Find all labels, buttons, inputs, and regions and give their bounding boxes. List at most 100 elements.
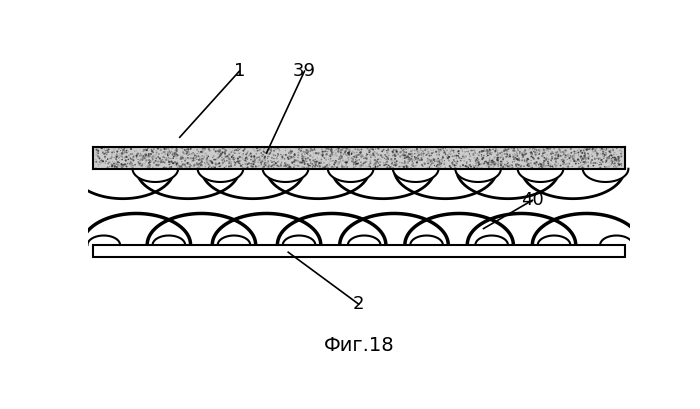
Point: [174, 164, 186, 170]
Point: [546, 163, 557, 170]
Point: [220, 153, 232, 160]
Point: [488, 159, 499, 165]
Point: [578, 162, 589, 168]
Point: [262, 151, 273, 157]
Point: [166, 159, 177, 165]
Point: [304, 153, 316, 159]
Point: [311, 159, 322, 165]
Point: [265, 157, 276, 164]
Point: [238, 152, 249, 159]
Point: [391, 158, 402, 164]
Point: [244, 151, 255, 157]
Point: [310, 162, 321, 168]
Point: [165, 155, 176, 162]
Point: [537, 151, 548, 158]
Point: [509, 145, 520, 152]
Point: [500, 151, 512, 157]
Point: [206, 160, 218, 166]
Point: [370, 146, 381, 152]
Point: [325, 153, 336, 160]
Point: [189, 161, 200, 167]
Point: [248, 161, 259, 167]
Point: [512, 156, 523, 162]
Point: [615, 157, 626, 164]
Point: [402, 144, 414, 151]
Point: [231, 158, 242, 165]
Point: [488, 161, 499, 167]
Point: [94, 159, 105, 165]
Point: [502, 153, 513, 159]
Point: [564, 154, 575, 161]
Point: [227, 148, 238, 154]
Point: [259, 153, 270, 160]
Point: [512, 151, 523, 157]
Point: [561, 147, 572, 154]
Point: [241, 154, 252, 161]
Point: [113, 155, 125, 161]
Point: [335, 146, 346, 153]
Point: [500, 162, 512, 168]
Point: [606, 158, 617, 164]
Point: [106, 161, 117, 167]
Point: [540, 162, 552, 169]
Point: [191, 153, 202, 159]
Point: [278, 163, 289, 169]
Point: [438, 147, 449, 154]
Point: [112, 162, 123, 168]
Point: [169, 162, 181, 169]
Point: [159, 159, 170, 166]
Point: [221, 157, 232, 164]
Point: [386, 156, 398, 162]
Point: [578, 147, 589, 153]
Point: [144, 159, 155, 165]
Point: [163, 155, 174, 162]
Point: [285, 151, 296, 157]
Point: [355, 150, 366, 156]
Point: [363, 162, 374, 168]
Point: [538, 150, 549, 157]
Point: [262, 153, 274, 160]
Point: [395, 160, 407, 166]
Point: [310, 162, 321, 169]
Point: [268, 158, 279, 165]
Point: [458, 155, 469, 161]
Point: [300, 153, 311, 160]
Point: [453, 153, 464, 159]
Point: [565, 153, 576, 160]
Point: [416, 152, 427, 159]
Point: [248, 155, 260, 161]
Point: [265, 146, 276, 152]
Point: [528, 156, 540, 162]
Point: [587, 145, 598, 151]
Point: [397, 151, 408, 158]
Point: [122, 145, 133, 151]
Point: [517, 154, 528, 160]
Point: [487, 146, 498, 153]
Point: [476, 151, 487, 158]
Point: [498, 148, 510, 154]
Point: [342, 164, 353, 170]
Point: [309, 147, 321, 153]
Point: [509, 151, 520, 157]
Point: [253, 157, 265, 164]
Point: [580, 159, 591, 165]
Point: [508, 153, 519, 159]
Point: [202, 159, 214, 166]
Point: [451, 160, 462, 167]
Point: [152, 146, 163, 152]
Point: [527, 154, 538, 161]
Point: [186, 151, 197, 158]
Point: [270, 162, 281, 169]
Point: [215, 148, 226, 155]
Point: [160, 164, 171, 171]
Point: [107, 146, 118, 152]
Point: [600, 151, 611, 157]
Point: [302, 155, 314, 162]
Point: [246, 160, 258, 167]
Point: [164, 160, 175, 166]
Point: [209, 148, 220, 154]
Point: [326, 147, 337, 154]
Point: [274, 146, 285, 153]
Point: [356, 148, 367, 155]
Point: [147, 148, 158, 154]
